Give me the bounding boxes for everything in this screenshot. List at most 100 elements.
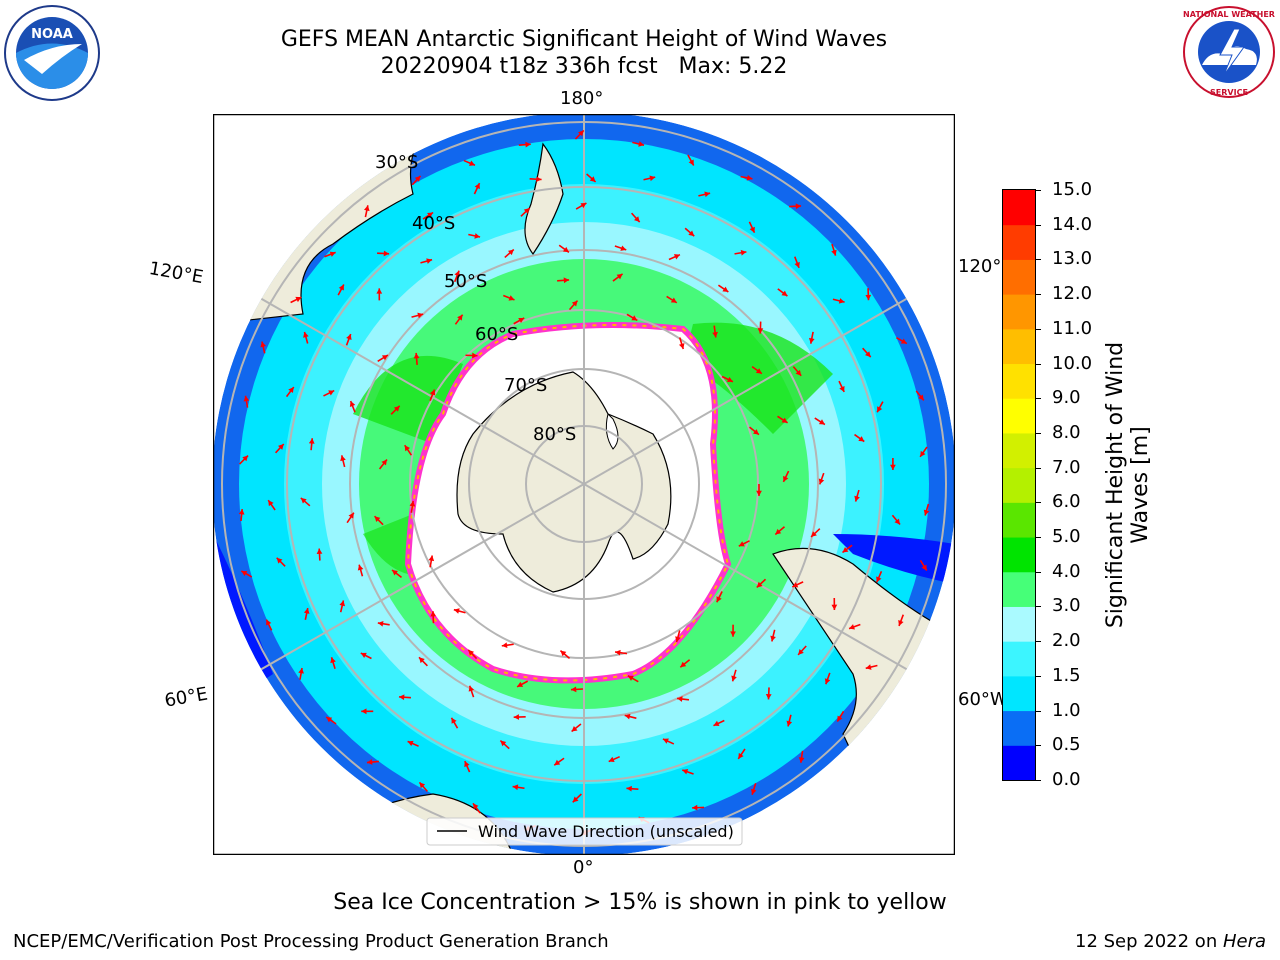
colorbar-tick-mark (1035, 363, 1041, 365)
wave-direction-arrowhead (670, 297, 677, 303)
wave-direction-arrowhead (894, 518, 901, 525)
lon-label-180: 180° (560, 88, 604, 109)
wave-direction-arrowhead (571, 725, 578, 732)
wave-direction-arrowhead (523, 208, 530, 214)
wave-direction-arrowhead (518, 317, 525, 324)
colorbar-tick-label: 5.0 (1052, 526, 1081, 548)
wave-direction-arrowhead (430, 611, 437, 617)
colorbar-tick-mark (1035, 294, 1041, 296)
wave-direction-arrowhead (417, 312, 424, 319)
wave-direction-arrowhead (740, 249, 747, 256)
wave-direction-arrowhead (770, 635, 776, 642)
map-legend: Wind Wave Direction (unscaled) (426, 817, 743, 846)
wave-direction-arrowhead (454, 270, 460, 277)
wave-direction-arrowhead (783, 475, 789, 482)
colorbar-tick-label: 0.0 (1052, 769, 1081, 790)
wave-direction-arrowhead (673, 254, 680, 260)
wave-direction-arrowhead (560, 650, 567, 657)
wave-direction-arrowhead (328, 390, 335, 396)
wave-direction-arrowhead (413, 352, 420, 359)
nws-logo: NATIONAL WEATHER SERVICE (1183, 6, 1275, 98)
wave-direction-arrowhead (712, 331, 718, 338)
wave-direction-arrowhead (242, 455, 249, 462)
wave-direction-arrowhead (474, 233, 481, 239)
colorbar-segment (1003, 294, 1035, 330)
wave-direction-arrowhead (798, 757, 805, 763)
wave-direction-arrowhead (921, 564, 927, 571)
wave-direction-arrowhead (898, 619, 904, 626)
colorbar-tick-label: 6.0 (1052, 491, 1081, 513)
wave-direction-arrowhead (429, 389, 436, 396)
colorbar-segment (1003, 190, 1035, 226)
wave-direction-arrowhead (326, 717, 333, 723)
wave-direction-arrowhead (360, 652, 367, 658)
colorbar-tick-label: 12.0 (1052, 283, 1093, 305)
lon-label-60w: 60°W (958, 689, 1004, 710)
wave-direction-arrowhead (682, 769, 689, 775)
wave-direction-arrowhead (923, 509, 930, 516)
wave-direction-arrowhead (377, 620, 384, 627)
wave-direction-arrowhead (808, 337, 815, 344)
wave-direction-arrowhead (298, 667, 304, 674)
svg-text:NATIONAL WEATHER: NATIONAL WEATHER (1183, 10, 1275, 19)
colorbar-tick-mark (1035, 502, 1041, 504)
lat-label-80s: 80°S (533, 424, 576, 445)
lat-label-30s: 30°S (375, 152, 418, 173)
wave-direction-arrowhead (615, 649, 621, 656)
wave-direction-arrowhead (349, 401, 356, 408)
wave-direction-arrowhead (398, 694, 405, 701)
wave-direction-arrowhead (580, 203, 587, 209)
wave-direction-arrowhead (920, 450, 926, 457)
wave-direction-arrowhead (260, 341, 266, 348)
colorbar-tick-mark (1035, 606, 1041, 608)
wave-direction-arrowhead (688, 159, 694, 166)
colorbar-tick-label: 8.0 (1052, 421, 1081, 443)
wave-direction-arrowhead (775, 528, 782, 535)
colorbar-segment (1003, 641, 1035, 677)
colorbar-tick-label: 2.0 (1052, 630, 1081, 652)
wave-direction-arrowhead (716, 596, 722, 603)
colorbar-tick-mark (1035, 641, 1041, 643)
colorbar-tick-mark (1035, 432, 1041, 434)
colorbar-tick-mark (1035, 259, 1041, 261)
sea-ice-caption: Sea Ice Concentration > 15% is shown in … (333, 890, 947, 915)
colorbar-segment (1003, 502, 1035, 538)
colorbar-tick-mark (1035, 710, 1041, 712)
lon-label-60e: 60°E (163, 683, 210, 712)
wave-direction-arrowhead (474, 183, 480, 190)
wave-direction-arrowhead (554, 759, 561, 766)
wave-direction-arrowhead (726, 376, 733, 383)
wave-direction-arrowhead (765, 694, 772, 700)
wave-direction-arrowhead (692, 804, 698, 811)
wave-direction-arrowhead (266, 619, 272, 626)
chart-title: GEFS MEAN Antarctic Significant Height o… (280, 27, 888, 52)
wave-direction-arrowhead (238, 509, 245, 515)
wave-direction-arrowhead (756, 581, 763, 588)
colorbar-segment (1003, 224, 1035, 260)
wave-direction-arrowhead (677, 696, 683, 702)
wave-direction-arrowhead (338, 284, 344, 291)
wave-direction-arrowhead (831, 604, 838, 610)
lat-label-50s: 50°S (444, 271, 487, 292)
wave-direction-arrowhead (525, 141, 531, 148)
wave-direction-arrowhead (453, 608, 460, 614)
colorbar-segment (1003, 398, 1035, 434)
colorbar-tick-mark (1035, 398, 1041, 400)
wave-direction-arrowhead (678, 343, 685, 349)
wave-direction-arrowhead (624, 713, 631, 720)
lon-label-120w: 120°W (958, 256, 1004, 277)
colorbar-tick-mark (1035, 224, 1041, 226)
wave-direction-arrowhead (316, 548, 323, 554)
colorbar-tick-label: 3.0 (1052, 595, 1081, 617)
wave-direction-arrowhead (468, 685, 475, 692)
colorbar-tick-label: 15.0 (1052, 179, 1093, 200)
colorbar-tick-mark (1035, 190, 1041, 191)
wave-direction-arrowhead (295, 296, 302, 303)
wave-direction-arrowhead (730, 631, 736, 637)
wave-direction-arrowhead (750, 788, 757, 795)
colorbar-tick-label: 1.5 (1052, 664, 1081, 686)
colorbar-segment (1003, 537, 1035, 573)
chart-subtitle: 20220904 t18z 336h fcst Max: 5.22 (380, 54, 788, 79)
wave-direction-arrowhead (393, 405, 400, 412)
wave-direction-arrowhead (330, 657, 336, 664)
